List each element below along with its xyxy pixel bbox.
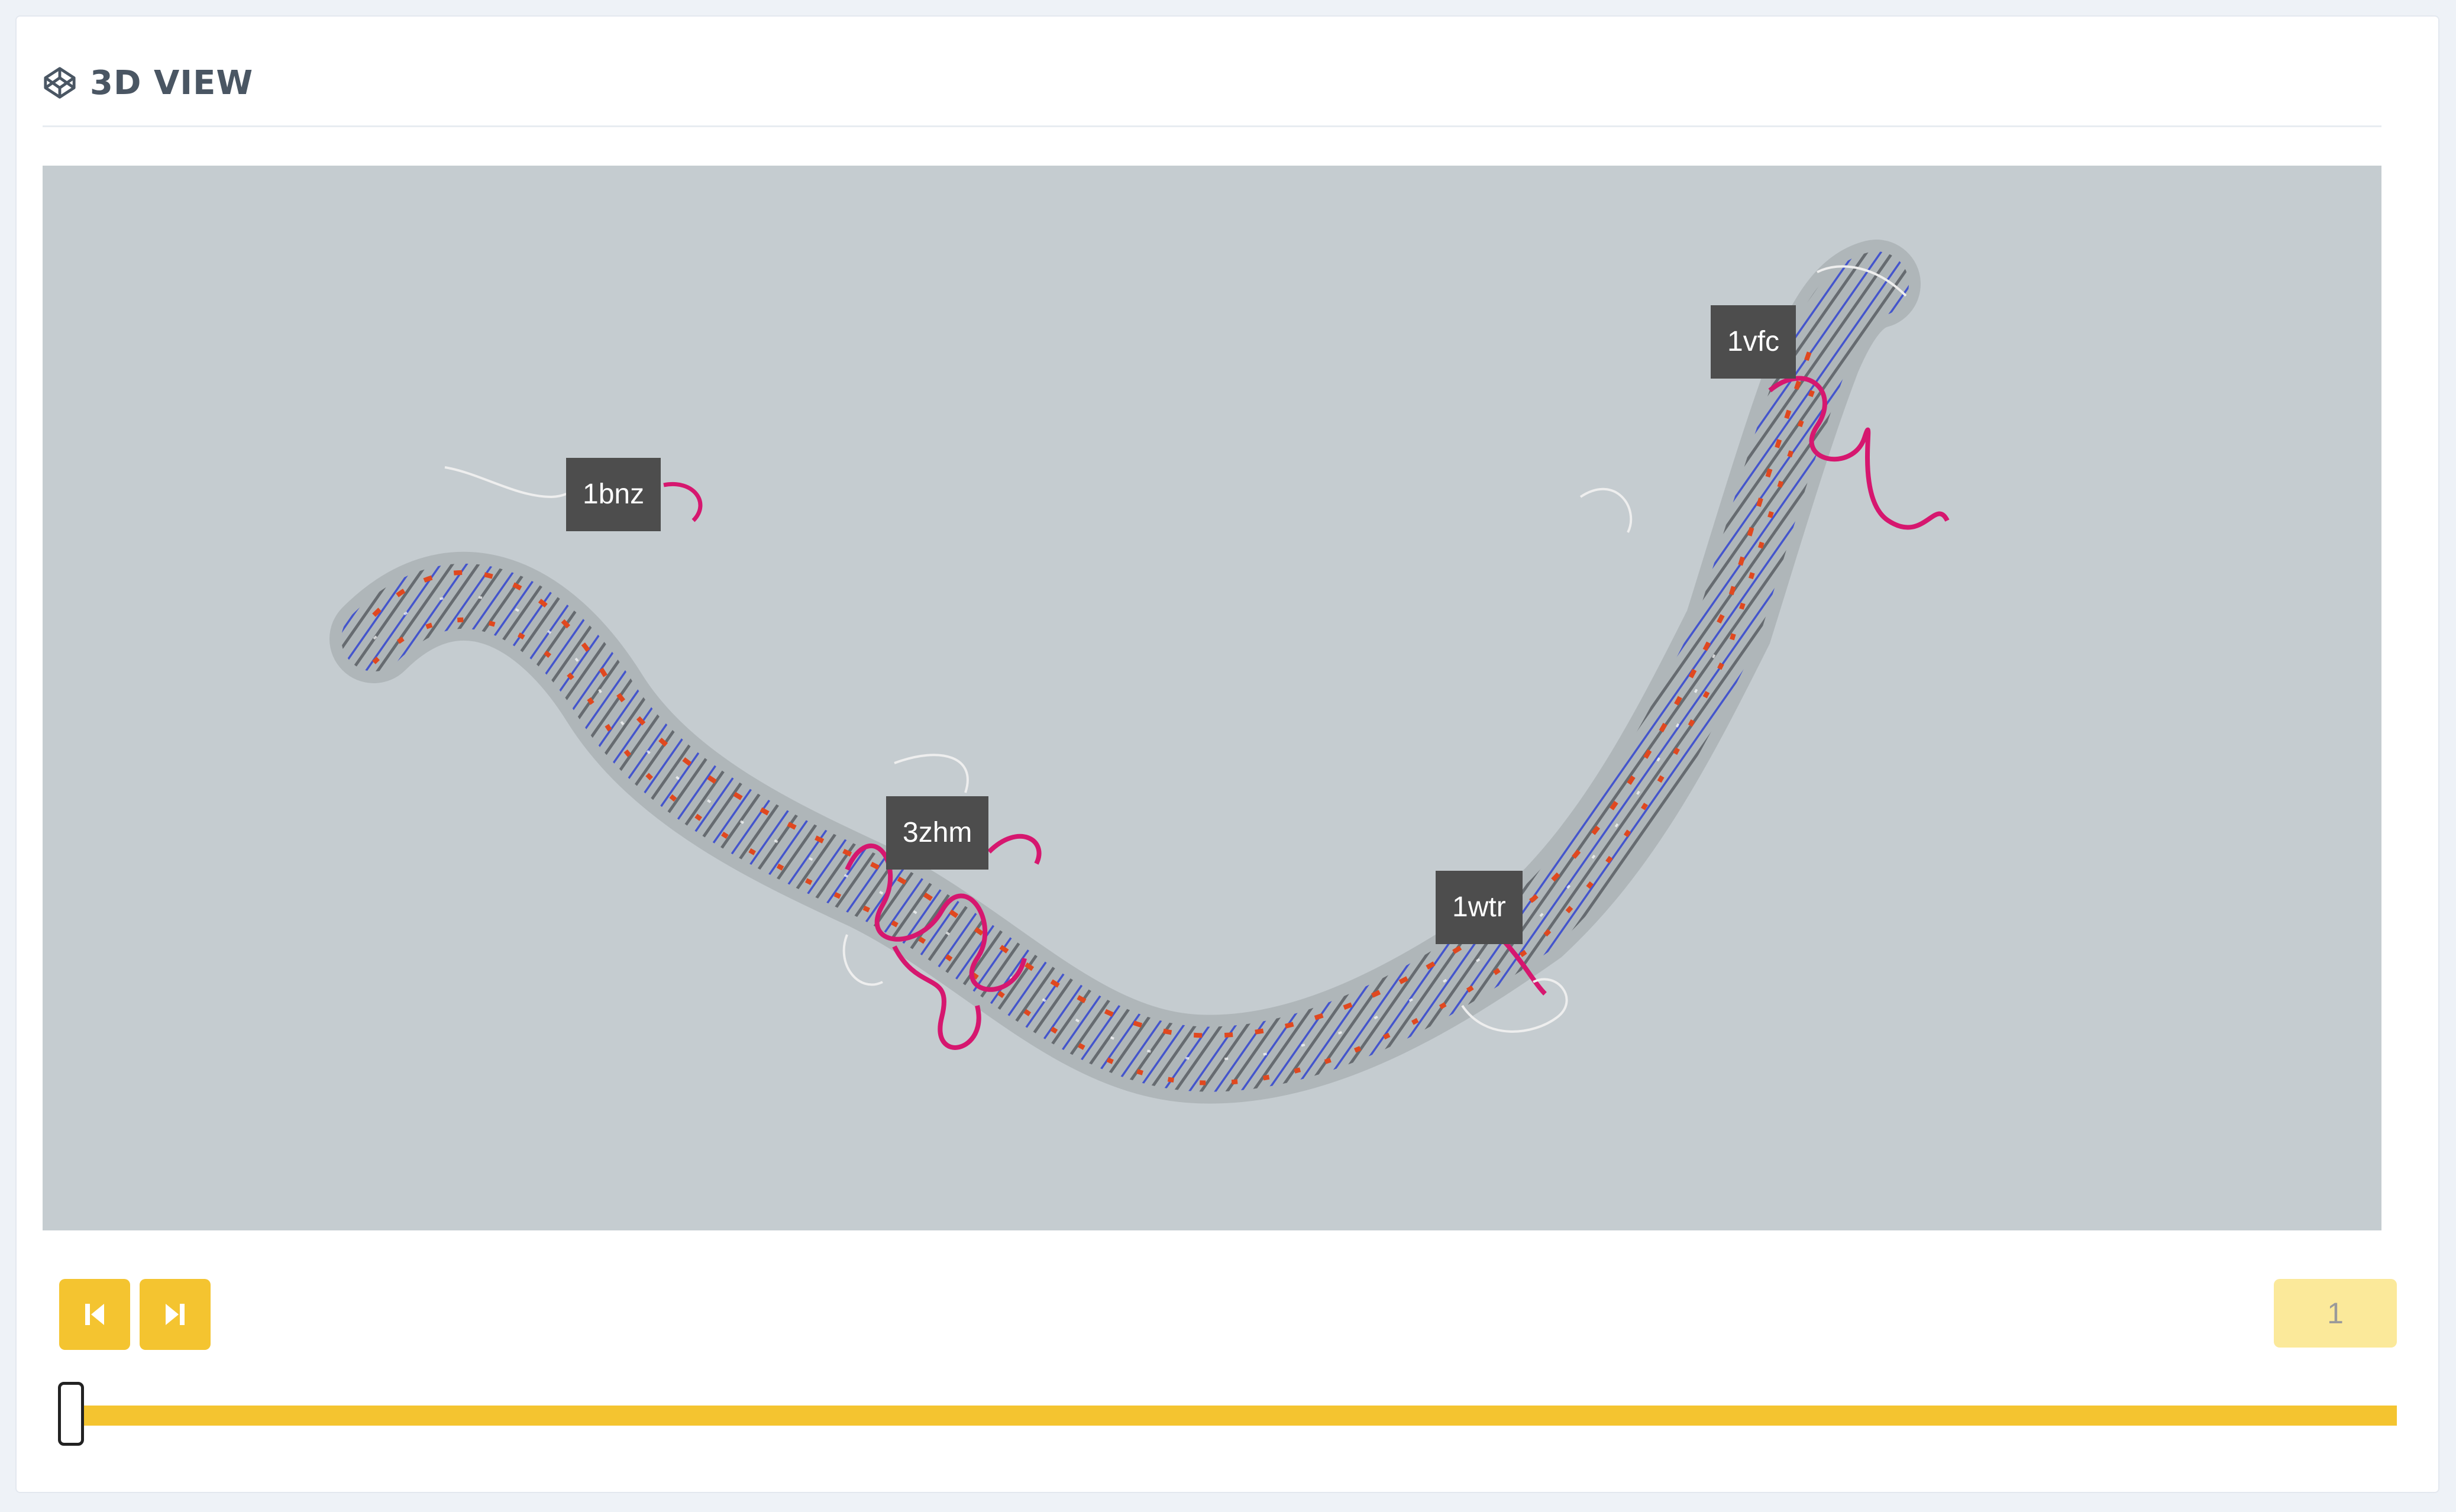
previous-frame-button[interactable] <box>59 1279 130 1350</box>
header-divider <box>43 125 2381 127</box>
frame-slider-thumb[interactable] <box>58 1382 84 1446</box>
codepen-cube-icon <box>44 67 76 99</box>
skip-back-icon <box>85 1304 104 1325</box>
structure-label-1wtr: 1wtr <box>1436 871 1523 944</box>
frame-slider-track[interactable] <box>73 1406 2397 1426</box>
next-frame-button[interactable] <box>140 1279 211 1350</box>
structure-label-1bnz: 1bnz <box>566 458 661 531</box>
frame-number-field[interactable]: 1 <box>2274 1279 2397 1348</box>
skip-forward-icon <box>166 1304 185 1325</box>
structure-label-1vfc: 1vfc <box>1711 305 1796 379</box>
dna-structure-render <box>329 240 1950 1104</box>
panel-header: 3D VIEW <box>43 47 253 118</box>
molecule-3d-viewport[interactable]: 1bnz 3zhm 1wtr 1vfc <box>43 166 2381 1230</box>
structure-label-3zhm: 3zhm <box>886 796 989 870</box>
panel-title: 3D VIEW <box>90 63 254 102</box>
